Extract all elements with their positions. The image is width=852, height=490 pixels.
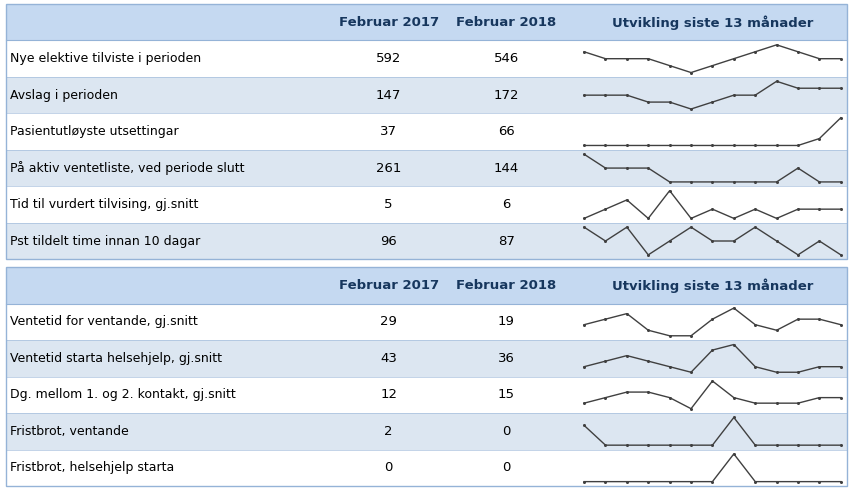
Text: 66: 66 <box>498 125 514 138</box>
Bar <box>6 377 846 413</box>
Bar <box>6 150 846 186</box>
Bar <box>6 113 846 150</box>
Bar <box>6 413 846 449</box>
Text: 12: 12 <box>380 389 397 401</box>
Bar <box>6 340 846 377</box>
Text: Dg. mellom 1. og 2. kontakt, gj.snitt: Dg. mellom 1. og 2. kontakt, gj.snitt <box>10 389 235 401</box>
Bar <box>6 267 846 486</box>
Text: 87: 87 <box>498 235 515 247</box>
Text: Ventetid starta helsehjelp, gj.snitt: Ventetid starta helsehjelp, gj.snitt <box>10 352 222 365</box>
Text: Tid til vurdert tilvising, gj.snitt: Tid til vurdert tilvising, gj.snitt <box>10 198 199 211</box>
Bar <box>6 267 846 304</box>
Bar <box>6 41 846 77</box>
Text: 5: 5 <box>384 198 393 211</box>
Text: Utvikling siste 13 månader: Utvikling siste 13 månader <box>611 15 812 29</box>
Text: 0: 0 <box>502 425 510 438</box>
Text: Pst tildelt time innan 10 dagar: Pst tildelt time innan 10 dagar <box>10 235 200 247</box>
Text: 546: 546 <box>493 52 518 65</box>
Text: Avslag i perioden: Avslag i perioden <box>10 89 118 101</box>
Text: Pasientutløyste utsettingar: Pasientutløyste utsettingar <box>10 125 178 138</box>
Bar <box>6 4 846 41</box>
Text: Februar 2018: Februar 2018 <box>456 16 556 29</box>
Bar <box>6 186 846 223</box>
Text: 37: 37 <box>380 125 397 138</box>
Text: Ventetid for ventande, gj.snitt: Ventetid for ventande, gj.snitt <box>10 316 198 328</box>
Text: 19: 19 <box>498 316 515 328</box>
Text: 96: 96 <box>380 235 396 247</box>
Text: Februar 2018: Februar 2018 <box>456 279 556 292</box>
Text: 6: 6 <box>502 198 510 211</box>
Text: 592: 592 <box>376 52 401 65</box>
Text: På aktiv ventetliste, ved periode slutt: På aktiv ventetliste, ved periode slutt <box>10 161 245 175</box>
Text: Fristbrot, helsehjelp starta: Fristbrot, helsehjelp starta <box>10 461 174 474</box>
Text: 261: 261 <box>376 162 401 174</box>
Text: Utvikling siste 13 månader: Utvikling siste 13 månader <box>611 278 812 293</box>
Text: 0: 0 <box>502 461 510 474</box>
Bar <box>6 77 846 113</box>
Text: 172: 172 <box>493 89 519 101</box>
Text: Nye elektive tilviste i perioden: Nye elektive tilviste i perioden <box>10 52 201 65</box>
Text: 43: 43 <box>380 352 397 365</box>
Text: 36: 36 <box>498 352 515 365</box>
Text: 2: 2 <box>384 425 393 438</box>
Text: 29: 29 <box>380 316 397 328</box>
Text: 144: 144 <box>493 162 518 174</box>
Text: 0: 0 <box>384 461 393 474</box>
Bar <box>6 223 846 259</box>
Text: 147: 147 <box>376 89 401 101</box>
Text: Februar 2017: Februar 2017 <box>338 279 438 292</box>
Bar <box>6 304 846 340</box>
Text: Februar 2017: Februar 2017 <box>338 16 438 29</box>
Text: 15: 15 <box>498 389 515 401</box>
Bar <box>6 449 846 486</box>
Text: Fristbrot, ventande: Fristbrot, ventande <box>10 425 129 438</box>
Bar <box>6 4 846 259</box>
